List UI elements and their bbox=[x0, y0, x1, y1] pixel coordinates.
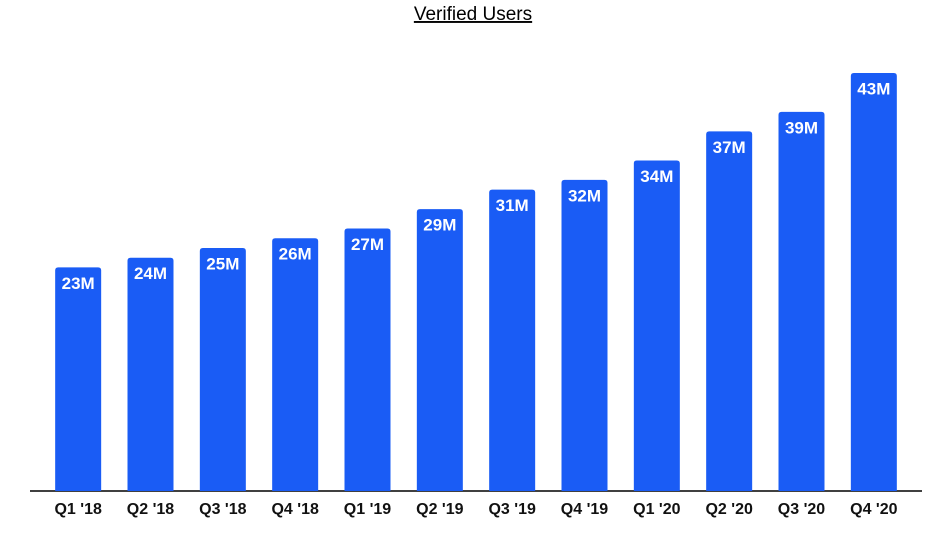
x-tick-label: Q3 '18 bbox=[199, 501, 246, 518]
bar bbox=[416, 209, 463, 491]
x-tick-label: Q1 '19 bbox=[344, 501, 391, 518]
value-label: 29M bbox=[423, 216, 456, 235]
value-label: 31M bbox=[496, 196, 529, 215]
x-tick-label: Q4 '20 bbox=[850, 501, 897, 518]
value-label: 37M bbox=[713, 138, 746, 157]
x-tick-label: Q4 '19 bbox=[561, 501, 608, 518]
x-tick-label: Q3 '19 bbox=[488, 501, 535, 518]
value-label: 24M bbox=[134, 264, 167, 283]
bar bbox=[199, 247, 246, 491]
x-tick-label: Q1 '18 bbox=[54, 501, 101, 518]
bar bbox=[561, 179, 608, 491]
value-label: 34M bbox=[640, 167, 673, 186]
x-tick-label: Q2 '20 bbox=[705, 501, 752, 518]
bar bbox=[489, 189, 536, 491]
value-label: 32M bbox=[568, 186, 601, 205]
value-label: 27M bbox=[351, 235, 384, 254]
value-label: 25M bbox=[206, 254, 239, 273]
chart-title: Verified Users bbox=[414, 4, 532, 25]
bar bbox=[272, 238, 319, 491]
bar bbox=[850, 73, 897, 491]
bar bbox=[778, 111, 825, 491]
value-label: 23M bbox=[62, 274, 95, 293]
bar bbox=[706, 131, 753, 492]
x-tick-label: Q2 '19 bbox=[416, 501, 463, 518]
x-tick-label: Q1 '20 bbox=[633, 501, 680, 518]
bar bbox=[55, 267, 102, 491]
x-tick-label: Q3 '20 bbox=[778, 501, 825, 518]
value-label: 39M bbox=[785, 118, 818, 137]
bar bbox=[633, 160, 680, 491]
bar bbox=[127, 257, 174, 491]
value-label: 26M bbox=[279, 245, 312, 264]
x-tick-label: Q4 '18 bbox=[271, 501, 318, 518]
x-tick-label: Q2 '18 bbox=[127, 501, 174, 518]
value-label: 43M bbox=[857, 79, 890, 98]
bar bbox=[344, 228, 391, 491]
